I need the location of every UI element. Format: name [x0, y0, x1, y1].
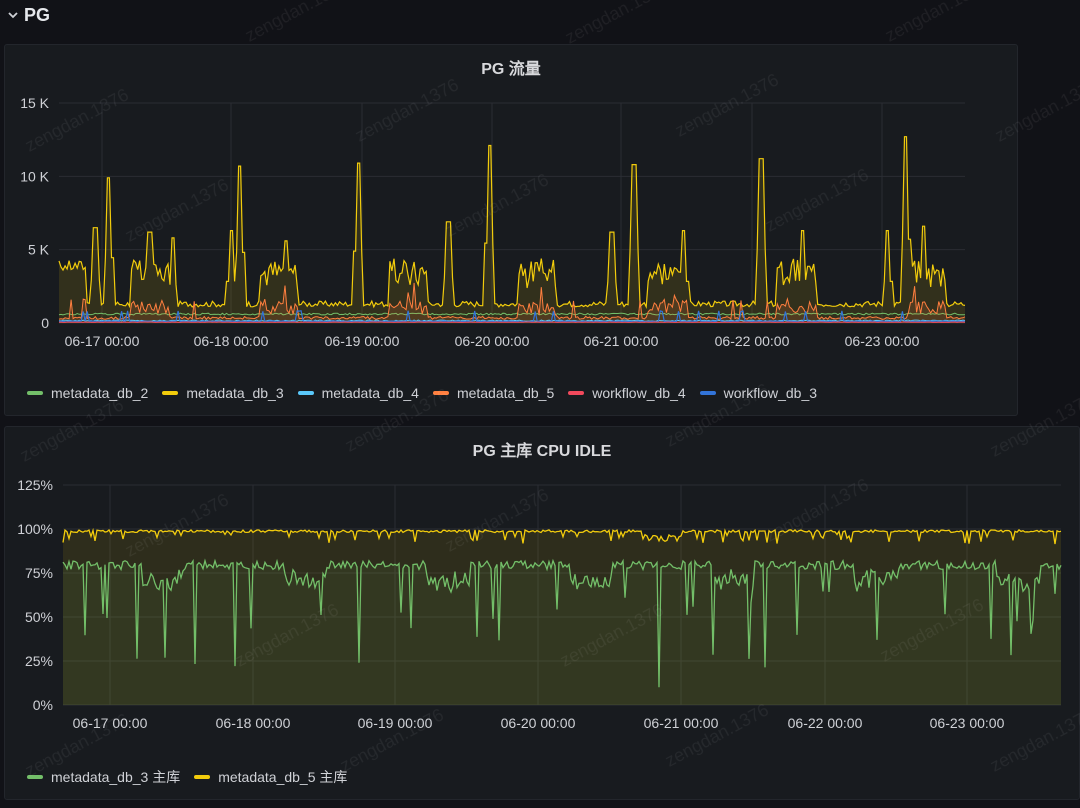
panel-title: PG 流量	[481, 61, 541, 78]
y-tick-label: 100%	[17, 521, 53, 537]
x-tick-label: 06-17 00:00	[73, 715, 148, 731]
row-header-pg[interactable]: PG	[6, 0, 50, 30]
x-tick-label: 06-22 00:00	[715, 333, 790, 349]
legend-item[interactable]: metadata_db_4	[297, 385, 419, 401]
row-title: PG	[24, 4, 51, 25]
x-tick-label: 06-20 00:00	[455, 333, 530, 349]
y-tick-label: 10 K	[20, 168, 49, 184]
legend-swatch	[27, 391, 43, 395]
legend-item[interactable]: workflow_db_4	[568, 385, 686, 401]
chart-legend: metadata_db_3 主库 metadata_db_5 主库	[27, 767, 347, 787]
legend-label: workflow_db_3	[723, 385, 818, 401]
legend-label: metadata_db_5	[456, 385, 555, 401]
legend-label: metadata_db_3 主库	[51, 769, 181, 785]
y-tick-label: 0	[41, 315, 49, 331]
panel-title: PG 主库 CPU IDLE	[472, 443, 612, 460]
x-tick-label: 06-19 00:00	[325, 333, 400, 349]
panel-pg-traffic[interactable]: PG 流量 15 K 10 K 5 K 0 06-17 00:00 06-18 00:00…	[4, 44, 1018, 416]
legend-item[interactable]: metadata_db_2	[27, 385, 148, 401]
chart-legend: metadata_db_2 metadata_db_3 metadata_db_4 m…	[27, 385, 817, 401]
legend-label: metadata_db_5 主库	[218, 769, 348, 785]
x-tick-label: 06-23 00:00	[845, 333, 920, 349]
series-area	[59, 136, 965, 323]
legend-item[interactable]: metadata_db_3 主库	[27, 767, 180, 787]
series-line	[58, 282, 966, 321]
x-tick-label: 06-19 00:00	[358, 715, 433, 731]
legend-label: workflow_db_4	[592, 385, 686, 401]
legend-label: metadata_db_3	[186, 385, 284, 401]
series-line	[62, 527, 1062, 545]
watermark-text: zengdan.1376	[241, 0, 352, 46]
legend-label: metadata_db_4	[321, 385, 419, 401]
legend-swatch	[27, 775, 43, 779]
legend-item[interactable]: metadata_db_5	[432, 385, 555, 401]
chevron-down-icon	[8, 12, 18, 19]
y-tick-label: 0%	[33, 697, 53, 713]
series-line	[62, 558, 1062, 688]
x-tick-label: 06-21 00:00	[644, 715, 719, 731]
x-tick-label: 06-20 00:00	[501, 715, 576, 731]
series-area	[63, 529, 1061, 705]
y-tick-label: 125%	[17, 477, 53, 493]
y-tick-label: 50%	[25, 609, 53, 625]
watermark-text: zengdan.1376	[561, 0, 672, 48]
legend-item[interactable]: metadata_db_5 主库	[194, 767, 347, 787]
legend-swatch	[568, 391, 585, 395]
y-tick-label: 5 K	[28, 242, 50, 258]
pg-cpu-idle-chart[interactable]: 125% 100% 75% 50% 25% 0% 06-17 00:00 06-18 00:0…	[5, 467, 1079, 787]
y-tick-label: 15 K	[20, 95, 49, 111]
legend-swatch	[297, 391, 314, 395]
series-line	[58, 136, 966, 310]
x-tick-label: 06-17 00:00	[65, 333, 140, 349]
legend-label: metadata_db_2	[51, 385, 149, 401]
series-area	[63, 560, 1061, 705]
x-tick-label: 06-22 00:00	[788, 715, 863, 731]
legend-item[interactable]: metadata_db_3	[162, 385, 284, 401]
x-tick-label: 06-18 00:00	[216, 715, 291, 731]
x-tick-label: 06-18 00:00	[194, 333, 269, 349]
y-tick-label: 75%	[25, 565, 53, 581]
legend-swatch	[194, 775, 211, 779]
series-line	[58, 312, 965, 316]
y-tick-label: 25%	[25, 653, 53, 669]
legend-item[interactable]: workflow_db_3	[699, 385, 818, 401]
x-tick-label: 06-21 00:00	[584, 333, 659, 349]
x-tick-label: 06-23 00:00	[930, 715, 1005, 731]
panel-pg-cpu-idle[interactable]: PG 主库 CPU IDLE 125% 100% 75% 50% 25% 0% 06-17 …	[4, 426, 1080, 800]
legend-swatch	[162, 391, 179, 395]
pg-traffic-chart[interactable]: 15 K 10 K 5 K 0 06-17 00:00 06-18 00:00 06-19 …	[5, 85, 1017, 415]
watermark-text: zengdan.1376	[881, 0, 992, 46]
legend-swatch	[432, 391, 449, 395]
legend-swatch	[699, 391, 716, 395]
